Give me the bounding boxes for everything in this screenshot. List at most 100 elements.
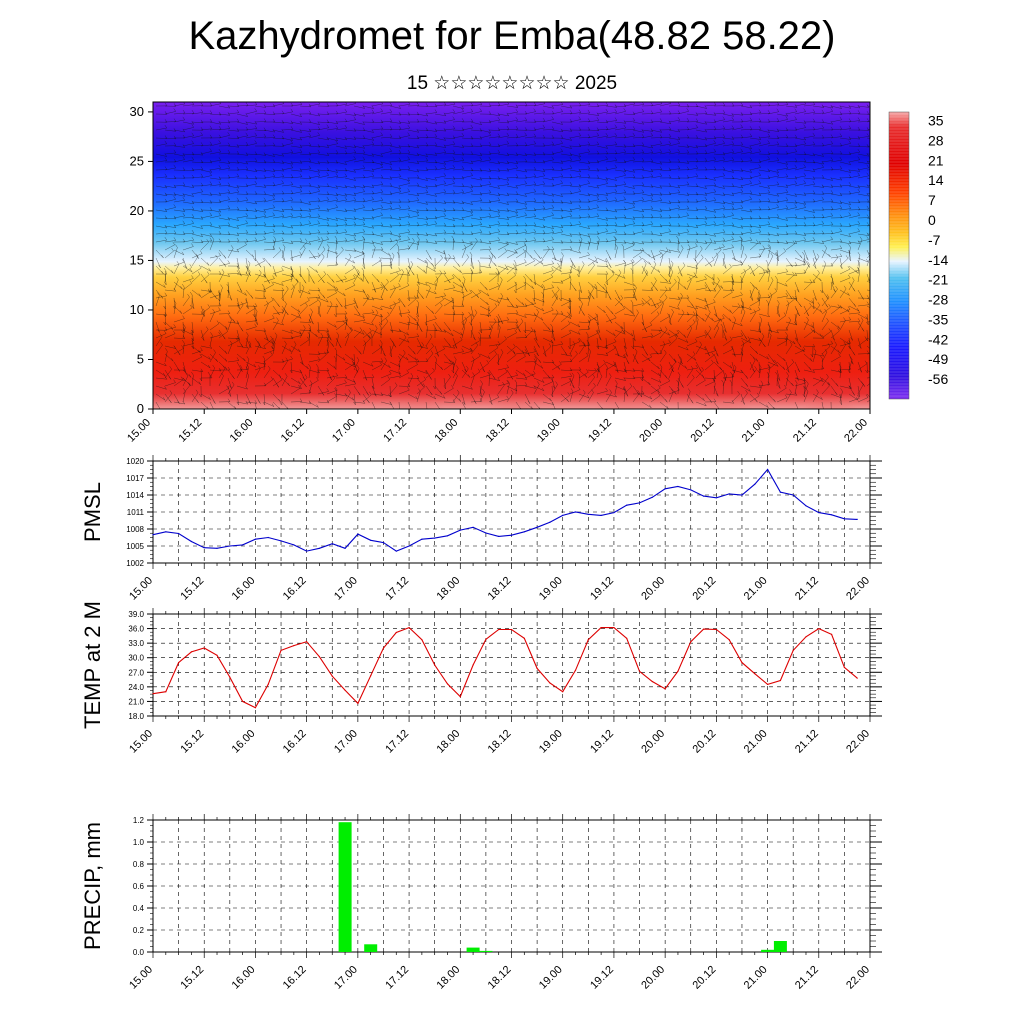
pmsl-point [254,538,256,540]
temp-point [178,662,180,664]
chart-title: Kazhydromet for Emba(48.82 58.22) [188,14,836,58]
temp-point [677,670,679,672]
precip-bar [338,822,352,952]
heatmap-x-tick-label: 16.00 [228,417,256,445]
temp-point [216,654,218,656]
temp-grid [153,613,870,717]
pmsl-point [843,518,846,520]
pmsl-point [242,544,244,546]
warm-cores [155,102,870,409]
pmsl-point [229,545,231,547]
heatmap-x-tick-label: 21.12 [791,417,819,445]
colorbar-label: 14 [928,172,944,188]
precip-x-tick-label: 21.12 [793,964,821,992]
pmsl-point [587,513,589,515]
precip-x-tick-label: 19.00 [537,964,565,992]
temp-point [549,682,551,684]
pmsl-point [831,514,833,516]
heatmap-y-axis: 0 5 10 15 20 25 30 [130,104,153,416]
temp-point [818,628,820,630]
colorbar-label: -49 [928,351,948,367]
pmsl-panel: 1002 1005 1008 1011 1014 1017 1020 15.00 15.12 16… [80,455,882,603]
temp-y-tick-label: 39.0 [128,610,144,619]
pmsl-point [203,547,205,549]
precip-x-tick-label: 18.00 [434,964,462,992]
pmsl-point [370,539,372,541]
pmsl-point [677,485,679,488]
temp-point [318,656,320,658]
pmsl-point [344,547,346,549]
temp-point [370,675,372,677]
temp-y-label: TEMP at 2 M [80,601,105,729]
temp-point [703,628,705,630]
colorbar-label: -14 [928,252,948,268]
temp-y-tick-label: 24.0 [128,683,144,692]
pmsl-point [472,526,474,528]
pmsl-point [690,489,692,491]
temp-point [485,638,487,640]
temp-point [472,664,474,666]
heatmap-x-tick-label: 19.00 [535,417,563,445]
temp-x-tick-label: 19.00 [537,728,565,756]
pmsl-point [485,532,487,534]
temp-point [382,647,385,649]
pmsl-point [549,521,551,523]
colorbar-frame [888,111,910,400]
temp-x-tick-label: 21.00 [742,728,770,756]
temp-point [254,707,256,709]
pmsl-x-tick-label: 18.00 [434,575,462,603]
precip-bar [364,944,378,952]
precip-x-tick-label: 20.00 [639,964,667,992]
precip-bar [773,941,787,952]
temp-x-tick-label: 16.12 [281,728,309,756]
temp-y-tick-label: 36.0 [128,625,144,634]
temp-point [664,688,666,690]
colorbar: 35 28 21 14 7 0 -7 -14 -21 -28 -35 -42 -49 -56 [888,111,948,400]
pmsl-point [715,497,718,499]
pmsl-point [651,496,653,498]
temp-point [831,633,833,636]
pmsl-x-tick-label: 16.00 [230,575,258,603]
temp-point [715,628,718,631]
temp-point [779,679,782,682]
temp-y-tick-label: 30.0 [128,654,144,663]
temp-point [498,628,500,631]
pmsl-point [523,531,525,533]
pmsl-point [434,537,436,539]
temp-point [459,696,461,698]
precip-x-tick-label: 15.12 [178,964,206,992]
colorbar-gradient [889,112,909,399]
temp-point [843,666,846,669]
precip-y-tick-label: 0.8 [133,860,145,869]
temp-x-tick-label: 17.00 [332,728,360,756]
pmsl-point [626,504,628,506]
temp-point [331,675,333,677]
colorbar-bands [888,111,910,400]
pmsl-point [446,535,449,537]
pmsl-point [664,488,666,490]
temp-point [446,683,449,685]
pmsl-point [728,493,730,495]
heatmap-x-axis: 15.00 15.12 16.00 16.12 17.00 17.12 18.00 18.12… [125,409,871,445]
pmsl-x-tick-label: 19.12 [588,575,616,603]
pmsl-x-tick-label: 20.12 [691,575,719,603]
pmsl-y-tick-label: 1017 [126,474,144,483]
precip-x-tick-label: 20.12 [691,964,719,992]
temp-x-tick-label: 21.12 [793,728,821,756]
precip-x-tick-label: 17.12 [383,964,411,992]
temp-x-tick-label: 18.00 [434,728,462,756]
temp-x-tick-label: 17.12 [383,728,411,756]
heatmap-x-tick-label: 22.00 [842,417,870,445]
pmsl-x-tick-label: 21.12 [793,575,821,603]
pmsl-grid [153,460,870,564]
precip-x-tick-label: 18.12 [486,964,514,992]
temp-point [242,700,244,703]
temp-point [190,651,192,653]
colorbar-label: 28 [928,132,944,148]
temp-point [626,637,628,639]
pmsl-y-tick-label: 1008 [126,525,144,534]
pmsl-point [805,505,807,507]
pmsl-point [190,540,192,543]
precip-x-tick-label: 19.12 [588,964,616,992]
colorbar-label: -28 [928,292,948,308]
